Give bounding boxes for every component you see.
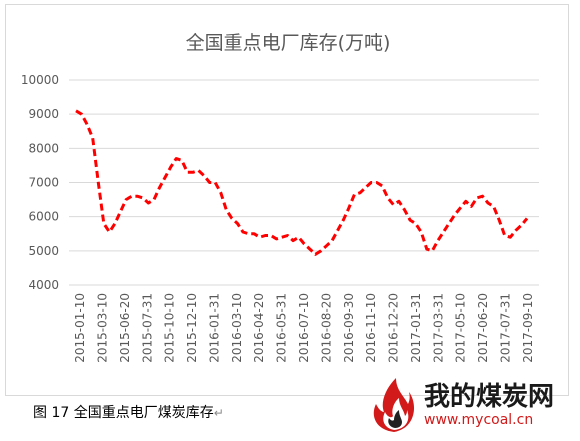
x-tick-label: 2017-06-20 — [476, 293, 490, 363]
y-tick-label: 10000 — [21, 73, 59, 87]
grid-lines — [69, 79, 539, 286]
x-tick-label: 2017-07-31 — [498, 293, 512, 363]
x-tick-label: 2016-09-30 — [342, 293, 356, 363]
chart-svg: 全国重点电厂库存(万吨) 4000 5000 6000 7000 8000 9000 100… — [21, 32, 539, 363]
chart-title: 全国重点电厂库存(万吨) — [186, 32, 391, 54]
x-tick-label: 2016-11-10 — [364, 293, 378, 363]
x-tick-label: 2017-01-31 — [409, 293, 423, 363]
x-tick-label: 2015-03-10 — [96, 293, 110, 363]
series-layer — [75, 109, 529, 256]
y-tick-label: 7000 — [28, 176, 59, 190]
x-tick-label: 2016-03-10 — [230, 293, 244, 363]
x-tick-label: 2016-07-10 — [297, 293, 311, 363]
x-tick-label: 2015-01-10 — [73, 293, 87, 363]
y-tick-label: 9000 — [28, 107, 59, 121]
site-logo[interactable]: 我的煤炭网 www.mycoal.cn — [362, 374, 574, 436]
x-tick-label: 2016-08-20 — [319, 293, 333, 363]
x-tick-label: 2017-03-31 — [431, 293, 445, 363]
x-tick-label: 2016-05-31 — [275, 293, 289, 363]
x-tick-label: 2016-04-20 — [252, 293, 266, 363]
logo-brand-text: 我的煤炭网 — [424, 382, 555, 412]
return-mark-icon: ↵ — [213, 406, 224, 420]
chart-frame: 全国重点电厂库存(万吨) 4000 5000 6000 7000 8000 9000 100… — [5, 4, 569, 396]
x-tick-label: 2015-07-31 — [140, 293, 154, 363]
y-tick-label: 5000 — [28, 244, 59, 258]
x-tick-label: 2015-12-10 — [185, 293, 199, 363]
x-tick-label: 2016-12-20 — [387, 293, 401, 363]
x-tick-label: 2015-10-10 — [163, 293, 177, 363]
x-axis-ticks: 2015-01-10 2015-03-10 2015-06-20 2015-07-31… — [73, 293, 535, 363]
x-tick-label: 2017-09-10 — [521, 293, 535, 363]
y-tick-label: 8000 — [28, 141, 59, 155]
y-axis-ticks: 4000 5000 6000 7000 8000 9000 10000 — [21, 73, 59, 292]
flame-icon — [373, 378, 415, 432]
figure-caption: 图 17 全国重点电厂煤炭库存↵ — [33, 402, 224, 422]
x-tick-label: 2017-05-10 — [454, 293, 468, 363]
x-tick-label: 2016-01-31 — [207, 293, 221, 363]
y-tick-label: 6000 — [28, 210, 59, 224]
x-tick-label: 2015-06-20 — [118, 293, 132, 363]
logo-url-text: www.mycoal.cn — [424, 412, 534, 428]
series-line — [75, 109, 529, 256]
caption-text: 图 17 全国重点电厂煤炭库存 — [33, 405, 214, 421]
y-tick-label: 4000 — [28, 278, 59, 292]
